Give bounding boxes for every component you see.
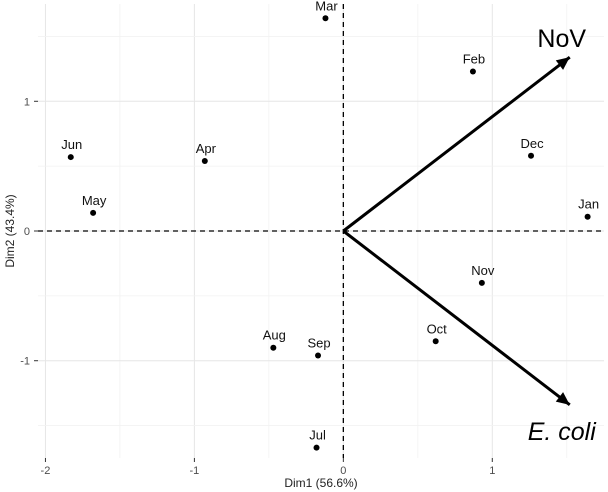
point-label: May [82,193,107,208]
point-label: Oct [427,321,448,336]
variable-vectors: NoV E. coli [343,25,597,446]
y-axis-title: Dim2 (43.4%) [3,194,17,267]
point-label: Mar [315,0,338,13]
point-label: Sep [307,336,330,351]
data-point [585,214,591,220]
x-tick-label: -2 [41,465,51,477]
axis-ticks: -2 -1 0 1-101 [20,96,495,477]
point-label: Apr [196,141,217,156]
data-point [202,158,208,164]
data-point [68,154,74,160]
vector-arrow [343,231,569,405]
x-tick-label: 1 [489,465,495,477]
data-point [470,68,476,74]
data-point [322,15,328,21]
point-label: Aug [263,328,286,343]
observation-points: Jan Feb Mar Apr May Jun Jul Aug Sep Oct Nov Dec [61,0,599,451]
y-tick-label: -1 [20,356,30,368]
vector-label: E. coli [528,418,598,446]
point-label: Jul [309,428,326,443]
data-point [314,445,320,451]
x-tick-label: -1 [190,465,200,477]
point-label: Feb [463,51,485,66]
vector-label: NoV [537,25,586,53]
data-point [90,210,96,216]
point-label: Jun [61,137,82,152]
point-label: Nov [471,263,495,278]
data-point [270,345,276,351]
data-point [315,353,321,359]
data-point [479,280,485,286]
point-label: Dec [520,136,544,151]
data-point [433,338,439,344]
data-point [528,153,534,159]
y-tick-label: 0 [24,226,30,238]
y-tick-label: 1 [24,96,30,108]
x-axis-title: Dim1 (56.6%) [284,476,357,490]
point-label: Jan [578,197,599,212]
reference-lines [38,4,604,458]
